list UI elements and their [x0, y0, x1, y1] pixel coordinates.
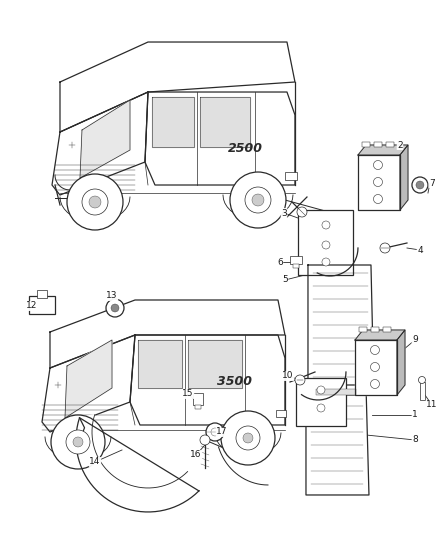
Circle shape	[82, 189, 108, 215]
Polygon shape	[308, 265, 374, 395]
Circle shape	[371, 379, 379, 389]
Circle shape	[374, 195, 382, 204]
Circle shape	[66, 430, 90, 454]
Bar	[193, 393, 203, 405]
Bar	[290, 256, 302, 264]
Bar	[374, 142, 382, 147]
Circle shape	[200, 435, 210, 445]
Circle shape	[243, 433, 253, 443]
Circle shape	[322, 241, 330, 249]
Circle shape	[374, 160, 382, 169]
Polygon shape	[138, 340, 182, 388]
Circle shape	[51, 415, 105, 469]
Text: 12: 12	[26, 302, 38, 311]
Circle shape	[211, 428, 219, 436]
Polygon shape	[358, 155, 400, 210]
Bar	[383, 327, 391, 332]
Text: 8: 8	[412, 435, 418, 445]
Polygon shape	[145, 92, 295, 185]
Polygon shape	[397, 330, 405, 395]
Text: 10: 10	[282, 372, 294, 381]
Circle shape	[236, 426, 260, 450]
Circle shape	[245, 187, 271, 213]
Bar	[298, 210, 353, 275]
Circle shape	[297, 207, 307, 217]
Circle shape	[73, 437, 83, 447]
Polygon shape	[52, 92, 148, 195]
Bar	[371, 327, 379, 332]
Polygon shape	[358, 145, 408, 155]
Bar	[420, 382, 425, 400]
Text: 14: 14	[89, 457, 101, 466]
Text: 17: 17	[216, 427, 228, 437]
Text: 3: 3	[281, 208, 287, 217]
Text: 3500: 3500	[218, 375, 252, 389]
Polygon shape	[80, 100, 130, 178]
Circle shape	[67, 174, 123, 230]
Text: 1: 1	[412, 410, 418, 419]
Polygon shape	[60, 42, 295, 132]
Circle shape	[206, 423, 224, 441]
Text: 15: 15	[182, 390, 194, 399]
Polygon shape	[152, 97, 194, 147]
Bar	[359, 327, 367, 332]
Bar	[293, 264, 299, 268]
Circle shape	[380, 243, 390, 253]
FancyBboxPatch shape	[29, 296, 55, 314]
Polygon shape	[200, 97, 250, 147]
Bar	[276, 410, 286, 417]
Bar	[37, 290, 47, 298]
Polygon shape	[188, 340, 242, 388]
Bar	[195, 405, 201, 409]
Circle shape	[295, 375, 305, 385]
Text: 11: 11	[426, 400, 438, 409]
Bar	[285, 172, 297, 180]
Text: 9: 9	[412, 335, 418, 344]
Circle shape	[111, 304, 119, 312]
Bar	[316, 389, 356, 395]
Circle shape	[317, 386, 325, 394]
Polygon shape	[42, 335, 135, 432]
Text: 16: 16	[190, 450, 202, 459]
Polygon shape	[65, 340, 112, 418]
Polygon shape	[400, 145, 408, 210]
Bar	[386, 142, 394, 147]
Circle shape	[221, 411, 275, 465]
Polygon shape	[50, 300, 285, 368]
Bar	[362, 142, 370, 147]
Polygon shape	[355, 330, 405, 340]
Circle shape	[412, 177, 428, 193]
Circle shape	[371, 362, 379, 372]
Circle shape	[418, 376, 425, 383]
Circle shape	[230, 172, 286, 228]
Circle shape	[252, 194, 264, 206]
Text: 2: 2	[397, 141, 403, 150]
Text: 5: 5	[282, 276, 288, 285]
Circle shape	[322, 258, 330, 266]
Circle shape	[317, 404, 325, 412]
Circle shape	[106, 299, 124, 317]
Circle shape	[89, 196, 101, 208]
Circle shape	[374, 177, 382, 187]
Circle shape	[416, 181, 424, 189]
Polygon shape	[76, 415, 199, 512]
Polygon shape	[355, 340, 397, 395]
Polygon shape	[130, 335, 285, 425]
Bar	[296, 378, 346, 426]
Circle shape	[322, 221, 330, 229]
Polygon shape	[306, 385, 369, 495]
Text: 2500: 2500	[227, 141, 262, 155]
Circle shape	[371, 345, 379, 354]
Text: 13: 13	[106, 292, 118, 301]
Text: 7: 7	[429, 179, 435, 188]
Text: 6: 6	[277, 257, 283, 266]
Text: 4: 4	[417, 246, 423, 254]
